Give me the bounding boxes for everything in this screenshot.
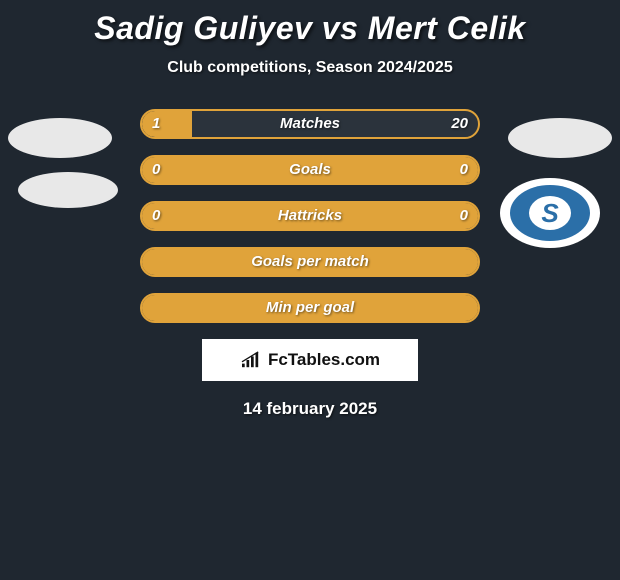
comparison-date: 14 february 2025 xyxy=(0,399,620,419)
stat-row-goals: 0 Goals 0 xyxy=(140,155,480,185)
stat-label: Min per goal xyxy=(142,295,478,321)
stat-label: Goals per match xyxy=(142,249,478,275)
stat-label: Hattricks xyxy=(142,203,478,229)
fctables-logo-icon xyxy=(240,351,262,369)
comparison-subtitle: Club competitions, Season 2024/2025 xyxy=(0,59,620,77)
branding-banner: FcTables.com xyxy=(202,339,418,381)
comparison-title: Sadig Guliyev vs Mert Celik xyxy=(0,0,620,47)
stat-row-goals-per-match: Goals per match xyxy=(140,247,480,277)
player1-club-badge xyxy=(18,172,118,208)
stat-label: Goals xyxy=(142,157,478,183)
stats-container: 1 Matches 20 0 Goals 0 0 Hattricks 0 Goa… xyxy=(140,109,480,323)
branding-text: FcTables.com xyxy=(268,350,380,370)
stat-right-value: 20 xyxy=(451,111,468,137)
player2-club-badge: S xyxy=(500,178,600,248)
stat-right-value: 0 xyxy=(460,157,468,183)
stat-row-hattricks: 0 Hattricks 0 xyxy=(140,201,480,231)
stat-label: Matches xyxy=(142,111,478,137)
player1-flag xyxy=(8,118,112,158)
stat-row-min-per-goal: Min per goal xyxy=(140,293,480,323)
player2-flag xyxy=(508,118,612,158)
stat-right-value: 0 xyxy=(460,203,468,229)
stat-row-matches: 1 Matches 20 xyxy=(140,109,480,139)
